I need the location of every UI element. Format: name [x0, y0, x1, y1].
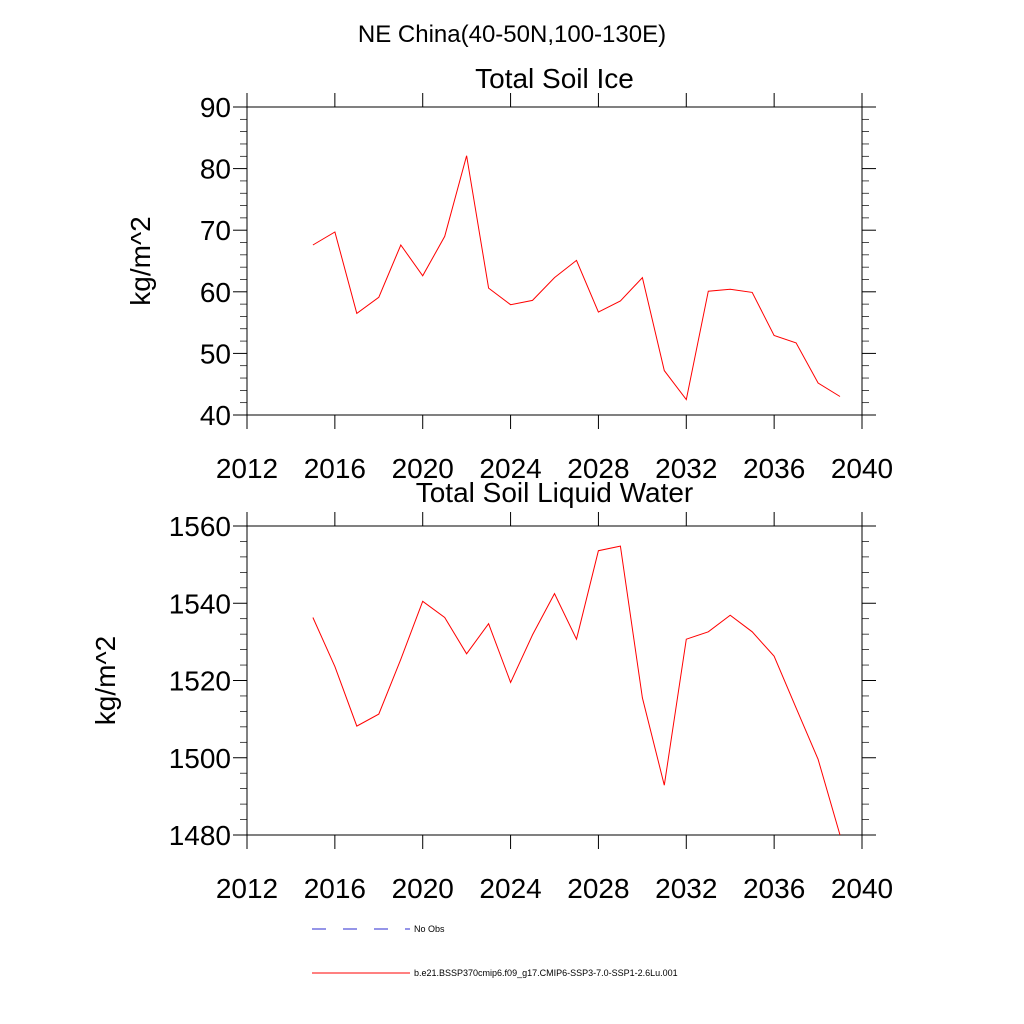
x-tick-label: 2028	[567, 453, 629, 484]
y-tick-label: 1540	[169, 588, 231, 619]
x-tick-label: 2040	[831, 873, 893, 904]
x-tick-label: 2036	[743, 453, 805, 484]
legend-item: No Obs	[312, 924, 445, 934]
y-tick-label: 1480	[169, 820, 231, 851]
chart-title: Total Soil Ice	[475, 63, 634, 94]
x-tick-label: 2016	[304, 453, 366, 484]
x-tick-label: 2020	[392, 453, 454, 484]
legend: No Obs b.e21.BSSP370cmip6.f09_g17.CMIP6-S…	[312, 924, 678, 978]
series-line	[312, 155, 841, 401]
y-axis-label: kg/m^2	[90, 636, 121, 725]
y-tick-label: 90	[200, 92, 231, 123]
chart-title: Total Soil Liquid Water	[416, 477, 694, 508]
chart-panels: Total Soil Ice 2012 2016 2020 2024 2028 2032 20…	[90, 63, 893, 904]
x-tick-label: 2020	[392, 873, 454, 904]
x-tick-label: 2036	[743, 873, 805, 904]
x-tick-label: 2032	[655, 453, 717, 484]
x-tick-label: 2032	[655, 873, 717, 904]
x-tick-label: 2024	[479, 453, 541, 484]
x-tick-label: 2040	[831, 453, 893, 484]
y-tick-label: 1520	[169, 666, 231, 697]
plot-frame	[246, 525, 863, 836]
y-tick-label: 60	[200, 277, 231, 308]
series-line	[312, 545, 841, 836]
y-tick-label: 70	[200, 215, 231, 246]
y-tick-label: 40	[200, 400, 231, 431]
x-tick-label: 2012	[216, 453, 278, 484]
x-tick-label: 2012	[216, 873, 278, 904]
y-tick-label: 1560	[169, 511, 231, 542]
y-tick-label: 1500	[169, 743, 231, 774]
x-tick-label: 2028	[567, 873, 629, 904]
legend-label: No Obs	[414, 924, 445, 934]
plot-frame	[246, 106, 863, 416]
chart-panel-1: Total Soil Ice 2012 2016 2020 2024 2028 2032 20…	[125, 63, 893, 484]
chart-panel-2: Total Soil Liquid Water 2012 2016 2020 2024 2…	[90, 477, 893, 904]
y-tick-label: 80	[200, 154, 231, 185]
y-tick-label: 50	[200, 338, 231, 369]
legend-label: b.e21.BSSP370cmip6.f09_g17.CMIP6-SSP3-7.…	[414, 968, 678, 978]
legend-item: b.e21.BSSP370cmip6.f09_g17.CMIP6-SSP3-7.…	[312, 968, 678, 978]
y-axis-label: kg/m^2	[125, 216, 156, 305]
page-title: NE China(40-50N,100-130E)	[358, 21, 666, 48]
x-tick-label: 2024	[479, 873, 541, 904]
x-tick-label: 2016	[304, 873, 366, 904]
